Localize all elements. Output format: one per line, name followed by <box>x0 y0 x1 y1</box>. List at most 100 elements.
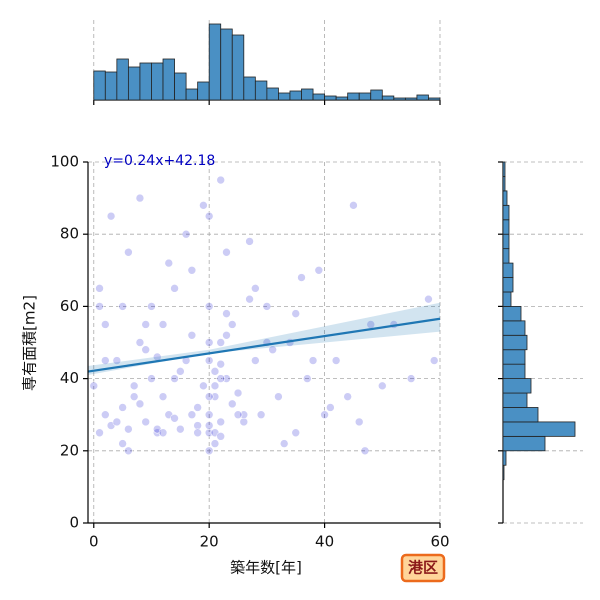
point <box>135 399 145 409</box>
point <box>187 265 197 275</box>
y-axis-label: 専有面積[m2] <box>21 295 39 391</box>
point <box>239 417 249 427</box>
point <box>291 428 301 438</box>
point <box>101 356 110 365</box>
point <box>204 302 214 311</box>
point <box>262 302 272 311</box>
bar <box>93 70 106 101</box>
point <box>147 302 156 311</box>
bar <box>502 190 508 206</box>
point <box>210 439 220 448</box>
point <box>245 294 254 304</box>
bar <box>174 72 187 101</box>
y-tick-label: 80 <box>60 225 79 243</box>
badge: 港区 <box>408 559 438 577</box>
x-tick-label: 0 <box>89 533 99 551</box>
confidence-band <box>88 302 440 375</box>
point <box>222 309 231 318</box>
bar <box>428 97 441 101</box>
point <box>204 356 214 365</box>
bar <box>301 88 314 101</box>
point <box>170 284 179 293</box>
point <box>95 428 104 438</box>
bar <box>335 96 349 101</box>
point <box>222 247 231 257</box>
bar <box>502 378 532 394</box>
point <box>199 201 208 210</box>
point <box>297 273 306 282</box>
point <box>349 201 358 210</box>
point <box>227 320 237 329</box>
bar <box>502 435 546 452</box>
bar <box>502 320 526 336</box>
point <box>106 211 116 221</box>
point <box>256 410 266 420</box>
bar <box>502 291 512 307</box>
bar <box>185 88 199 101</box>
point <box>135 193 145 203</box>
bar <box>502 233 510 250</box>
bar <box>502 363 526 380</box>
point <box>210 367 220 376</box>
point <box>112 417 122 427</box>
bar <box>324 95 337 101</box>
x-tick-label: 60 <box>430 533 449 551</box>
point <box>176 367 185 376</box>
point <box>245 237 254 246</box>
point <box>377 381 387 391</box>
point <box>118 302 127 311</box>
bar <box>104 71 118 101</box>
point <box>216 417 226 427</box>
point <box>308 356 318 365</box>
bar <box>502 305 522 322</box>
x-tick-label: 20 <box>200 533 219 551</box>
bar <box>502 277 514 293</box>
bar <box>416 94 429 101</box>
point <box>279 439 289 448</box>
bar <box>139 62 152 101</box>
point <box>331 356 341 365</box>
point <box>216 374 226 383</box>
point <box>429 356 439 365</box>
point <box>320 410 329 420</box>
point <box>251 356 260 365</box>
bar <box>502 407 539 423</box>
point <box>268 345 277 355</box>
point <box>233 388 243 398</box>
point <box>170 374 179 383</box>
point <box>95 284 104 293</box>
point <box>158 320 168 329</box>
bar <box>404 97 418 101</box>
point <box>216 175 226 185</box>
point <box>124 446 133 456</box>
bar <box>220 28 233 101</box>
point <box>204 446 214 456</box>
bar <box>151 62 164 101</box>
point <box>343 392 352 401</box>
x-axis-label: 築年数[年] <box>230 559 302 577</box>
bar <box>208 23 222 101</box>
bar <box>358 92 372 101</box>
point <box>95 302 104 311</box>
point <box>118 403 127 412</box>
bar <box>502 176 506 192</box>
point <box>101 320 110 329</box>
y-tick-label: 100 <box>50 153 79 171</box>
bar <box>502 349 526 365</box>
point <box>193 421 202 430</box>
point <box>193 428 202 438</box>
point <box>274 392 283 401</box>
bar <box>502 334 528 351</box>
point <box>216 359 226 369</box>
bar <box>393 97 406 101</box>
point <box>204 410 214 420</box>
point <box>124 247 133 257</box>
point <box>204 421 214 430</box>
point <box>216 432 226 441</box>
point <box>424 294 433 304</box>
point <box>176 424 185 434</box>
y-tick-label: 0 <box>69 514 79 532</box>
point <box>112 356 122 365</box>
bar <box>312 93 325 101</box>
